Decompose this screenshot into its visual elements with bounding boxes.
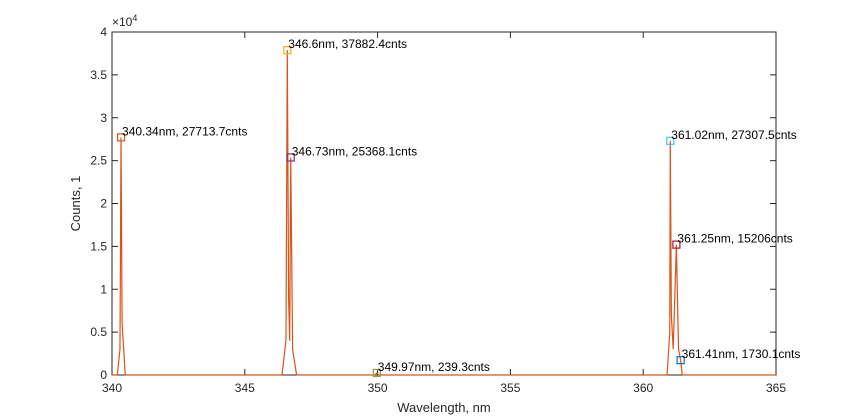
peak-marker: [116, 133, 126, 142]
x-tick-label: 360: [633, 381, 653, 395]
y-exponent-base: ×10: [112, 15, 133, 29]
peak-marker: [666, 136, 675, 145]
spectrum-series-line: [112, 50, 776, 376]
y-tick-label: 3.5: [90, 68, 107, 82]
peak-label: 340.34nm, 27713.7cnts: [122, 124, 247, 138]
peak-label: 361.02nm, 27307.5cnts: [671, 128, 796, 142]
peak-label: 349.97nm, 239.3cnts: [378, 360, 490, 374]
y-tick-label: 0: [100, 368, 107, 382]
y-exponent-power: 4: [132, 13, 137, 23]
y-exponent-label: ×104: [112, 13, 137, 29]
x-tick-label: 355: [500, 381, 520, 395]
y-tick-label: 2.5: [90, 154, 107, 168]
peak-marker: [676, 356, 685, 365]
y-tick-label: 2: [100, 197, 107, 211]
y-tick-label: 3: [100, 111, 107, 125]
y-tick-label: 4: [100, 25, 107, 39]
y-tick-label: 1.5: [90, 239, 107, 253]
x-axis-ticks: 340 345 350 355 360 365: [102, 32, 786, 395]
peak-label: 361.25nm, 15206cnts: [677, 232, 792, 246]
peak-label: 346.73nm, 25368.1cnts: [292, 144, 417, 158]
plot-area: [111, 31, 777, 376]
peak-marker: [286, 153, 295, 162]
x-tick-label: 350: [368, 381, 388, 395]
x-tick-label: 345: [235, 381, 255, 395]
peak-marker: [283, 46, 292, 55]
peak-marker: [672, 240, 681, 249]
y-axis-label: Counts, 1: [68, 176, 83, 232]
y-tick-label: 0.5: [90, 325, 107, 339]
peak-marker: [372, 368, 381, 378]
peak-label: 346.6nm, 37882.4cnts: [288, 37, 407, 51]
x-tick-label: 365: [766, 381, 786, 395]
y-tick-label: 1: [100, 282, 107, 296]
peak-label: 361.41nm, 1730.1cnts: [682, 347, 801, 361]
peak-annotations: 340.34nm, 27713.7cnts 346.6nm, 37882.4cnt…: [116, 37, 801, 378]
x-tick-label: 340: [102, 381, 122, 395]
x-axis-label: Wavelength, nm: [397, 400, 490, 415]
